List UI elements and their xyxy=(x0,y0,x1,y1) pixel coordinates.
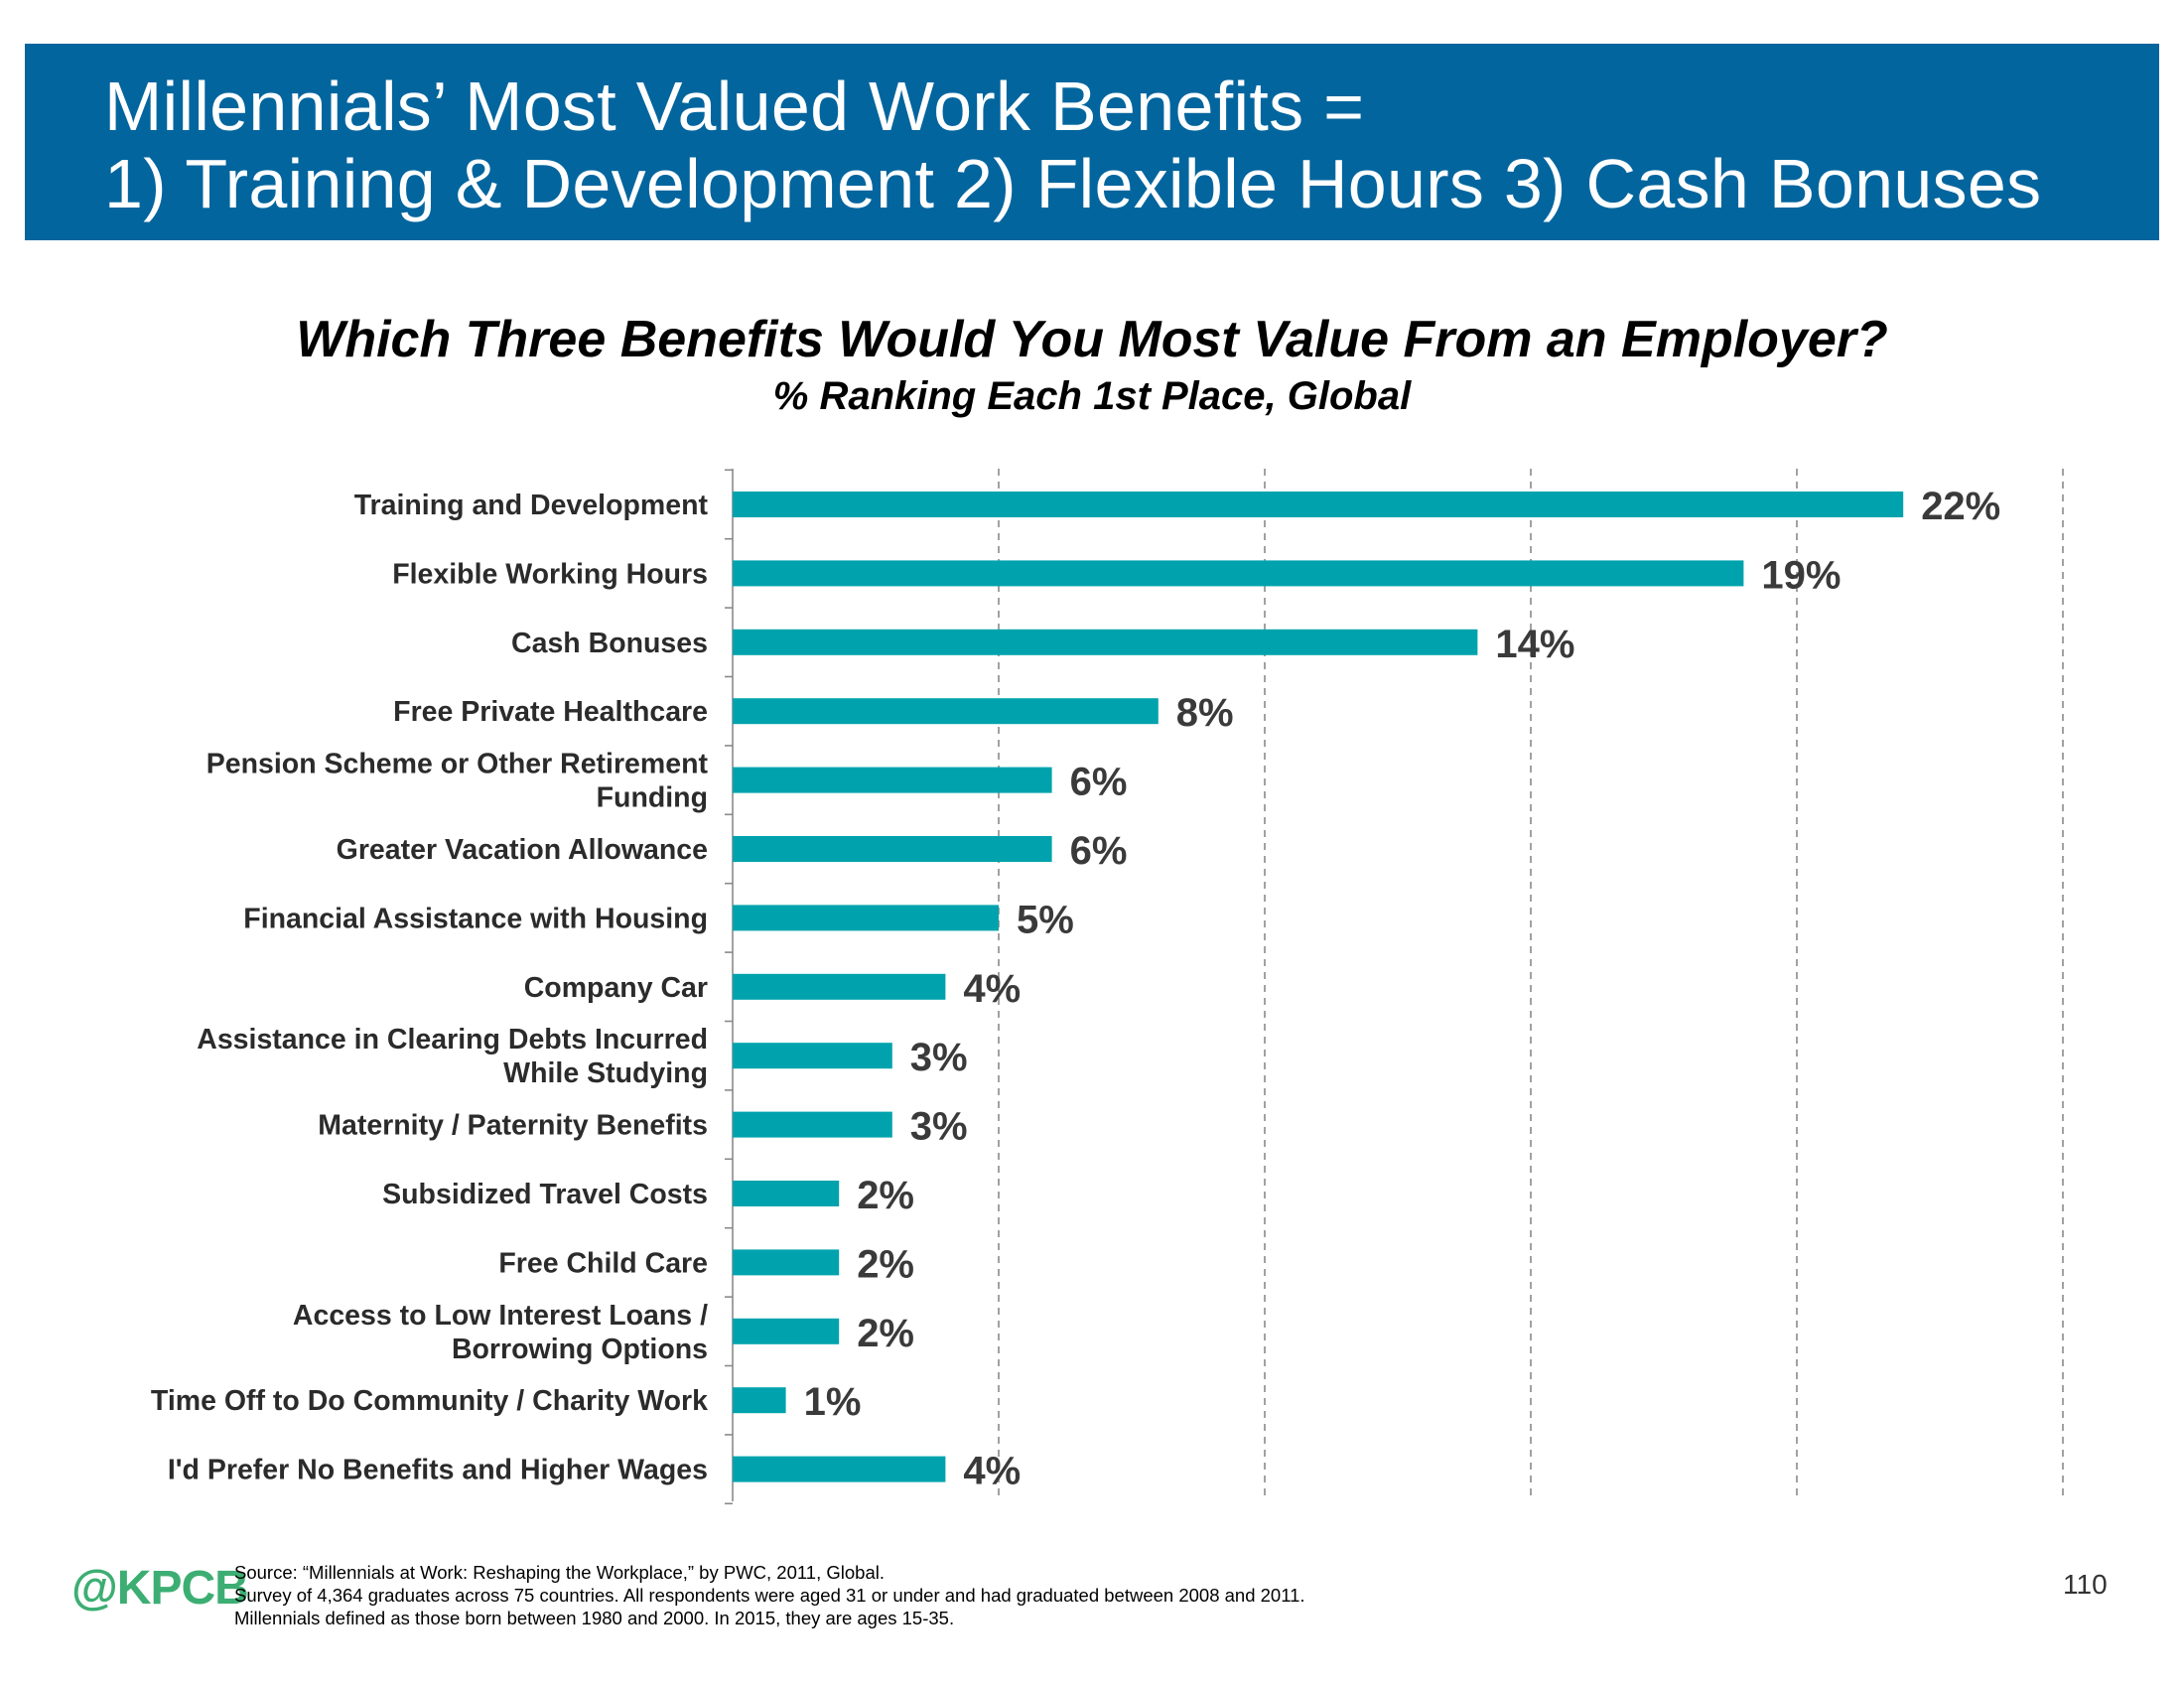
source-line: Survey of 4,364 graduates across 75 coun… xyxy=(234,1585,1305,1606)
chart-title: Which Three Benefits Would You Most Valu… xyxy=(296,311,1888,368)
data-label: 14% xyxy=(1495,623,1574,666)
category-label: Maternity / Paternity Benefits xyxy=(318,1110,708,1142)
category-label-line: While Studying xyxy=(503,1057,708,1089)
category-label: Time Off to Do Community / Charity Work xyxy=(151,1385,708,1417)
data-label: 5% xyxy=(1017,898,1074,941)
data-label: 8% xyxy=(1176,691,1234,735)
data-label: 6% xyxy=(1070,761,1128,804)
category-label: Company Car xyxy=(524,972,708,1004)
kpcb-logo: @KPCB xyxy=(71,1562,249,1615)
bar xyxy=(733,1111,892,1138)
data-label: 2% xyxy=(857,1242,914,1286)
bar xyxy=(733,698,1159,725)
data-label: 3% xyxy=(910,1036,968,1079)
bar xyxy=(733,560,1744,587)
header-banner: Millennials’ Most Valued Work Benefits =… xyxy=(25,44,2159,240)
data-label: 3% xyxy=(910,1105,968,1149)
data-label: 6% xyxy=(1070,829,1128,873)
data-label: 1% xyxy=(804,1380,862,1424)
bar xyxy=(733,1387,786,1414)
bar xyxy=(733,1456,946,1482)
category-label-line: Pension Scheme or Other Retirement xyxy=(206,749,709,780)
category-label: Greater Vacation Allowance xyxy=(337,834,708,866)
header-title-line-1: Millennials’ Most Valued Work Benefits = xyxy=(104,68,1365,145)
category-label-line: Assistance in Clearing Debts Incurred xyxy=(197,1024,708,1055)
bar xyxy=(733,1043,892,1069)
data-label: 22% xyxy=(1921,485,2000,528)
data-label: 4% xyxy=(963,1450,1021,1493)
category-label: Financial Assistance with Housing xyxy=(243,903,708,934)
page-number: 110 xyxy=(2063,1569,2108,1600)
source-notes: Source: “Millennials at Work: Reshaping … xyxy=(234,1561,1305,1629)
category-label: Access to Low Interest Loans / Borrowing … xyxy=(293,1300,708,1365)
source-line: Source: “Millennials at Work: Reshaping … xyxy=(234,1562,885,1583)
bar xyxy=(733,1181,840,1206)
category-label-line: Funding xyxy=(597,782,708,814)
data-label: 2% xyxy=(857,1312,914,1355)
bar xyxy=(733,1249,840,1276)
data-label: 2% xyxy=(857,1174,914,1217)
bar xyxy=(733,973,946,1000)
chart-subtitle: % Ranking Each 1st Place, Global xyxy=(772,374,1412,418)
bar xyxy=(733,1318,840,1344)
data-label: 4% xyxy=(963,967,1021,1011)
bar xyxy=(733,836,1052,862)
bar xyxy=(733,767,1052,793)
source-line: Millennials defined as those born betwee… xyxy=(234,1608,955,1628)
bar xyxy=(733,492,1904,517)
bar xyxy=(733,905,999,931)
category-label: Free Private Healthcare xyxy=(393,696,708,728)
category-label: I'd Prefer No Benefits and Higher Wages xyxy=(168,1455,708,1486)
category-label: Flexible Working Hours xyxy=(392,558,708,590)
category-label-line: Borrowing Options xyxy=(452,1334,708,1365)
header-title-line-2: 1) Training & Development 2) Flexible Ho… xyxy=(104,145,2042,222)
category-label: Subsidized Travel Costs xyxy=(382,1179,708,1210)
category-label: Assistance in Clearing Debts Incurred Whi… xyxy=(197,1024,708,1089)
bar xyxy=(733,629,1478,655)
category-label-line: Access to Low Interest Loans / xyxy=(293,1300,708,1332)
category-label: Free Child Care xyxy=(498,1247,708,1279)
category-label: Cash Bonuses xyxy=(511,628,708,659)
data-label: 19% xyxy=(1761,553,1841,597)
category-label: Training and Development xyxy=(354,490,709,521)
category-label: Pension Scheme or Other Retirement Fundin… xyxy=(206,749,709,814)
